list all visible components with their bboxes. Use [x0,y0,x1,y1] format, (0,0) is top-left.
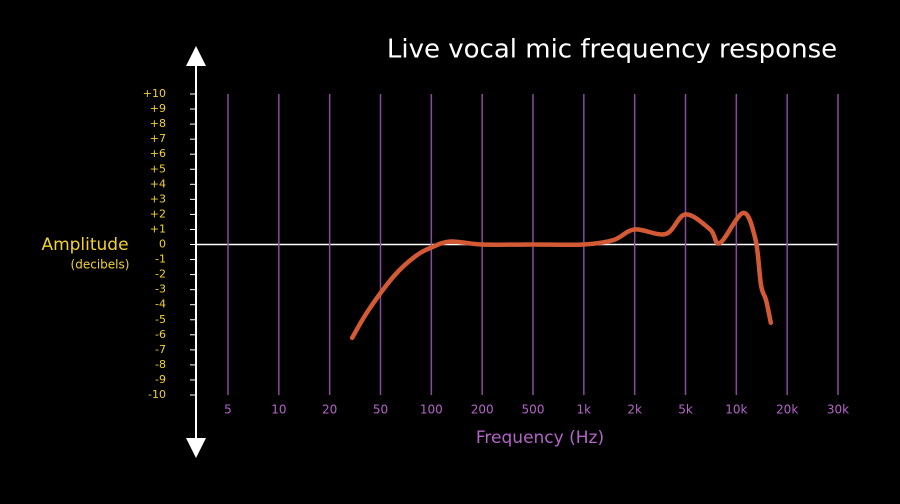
x-tick-label: 20k [776,403,798,417]
y-tick-label: -4 [155,298,166,311]
chart-title: Live vocal mic frequency response [387,35,837,65]
y-tick-label: -2 [155,268,166,281]
y-axis-sublabel: (decibels) [71,258,130,272]
x-tick-label: 500 [522,403,545,417]
x-tick-label: 10k [725,403,747,417]
y-tick-label: +1 [150,222,166,235]
x-tick-label: 5 [224,403,232,417]
y-tick-label: +10 [143,87,166,100]
y-tick-label: -1 [155,253,166,266]
y-tick-label: +8 [150,117,166,130]
response-curve [349,210,774,341]
y-tick-label: 0 [159,238,166,251]
y-tick-label: +6 [150,147,166,160]
axis-arrow-up [186,46,206,66]
y-tick-label: +3 [150,192,166,205]
x-tick-label: 50 [373,403,388,417]
y-tick-label: +7 [150,132,166,145]
y-tick-label: -7 [155,343,166,356]
x-axis-label: Frequency (Hz) [476,428,604,448]
y-tick-label: -5 [155,313,166,326]
y-tick-label: -6 [155,328,166,341]
x-tick-label: 200 [471,403,494,417]
y-tick-label: -9 [155,373,166,386]
y-tick-label: +9 [150,102,166,115]
y-tick-label: -8 [155,358,166,371]
x-tick-label: 100 [420,403,443,417]
x-tick-label: 1k [577,403,592,417]
y-tick-label: -3 [155,283,166,296]
y-tick-label: +2 [150,207,166,220]
axis-arrow-down [186,438,206,458]
y-tick-label: +4 [150,177,166,190]
x-tick-label: 10 [271,403,286,417]
x-tick-label: 20 [322,403,337,417]
y-tick-label: -10 [148,388,166,401]
x-tick-label: 2k [627,403,642,417]
x-tick-label: 30k [827,403,849,417]
x-tick-label: 5k [678,403,693,417]
y-axis-label: Amplitude [41,235,128,255]
y-tick-label: +5 [150,162,166,175]
